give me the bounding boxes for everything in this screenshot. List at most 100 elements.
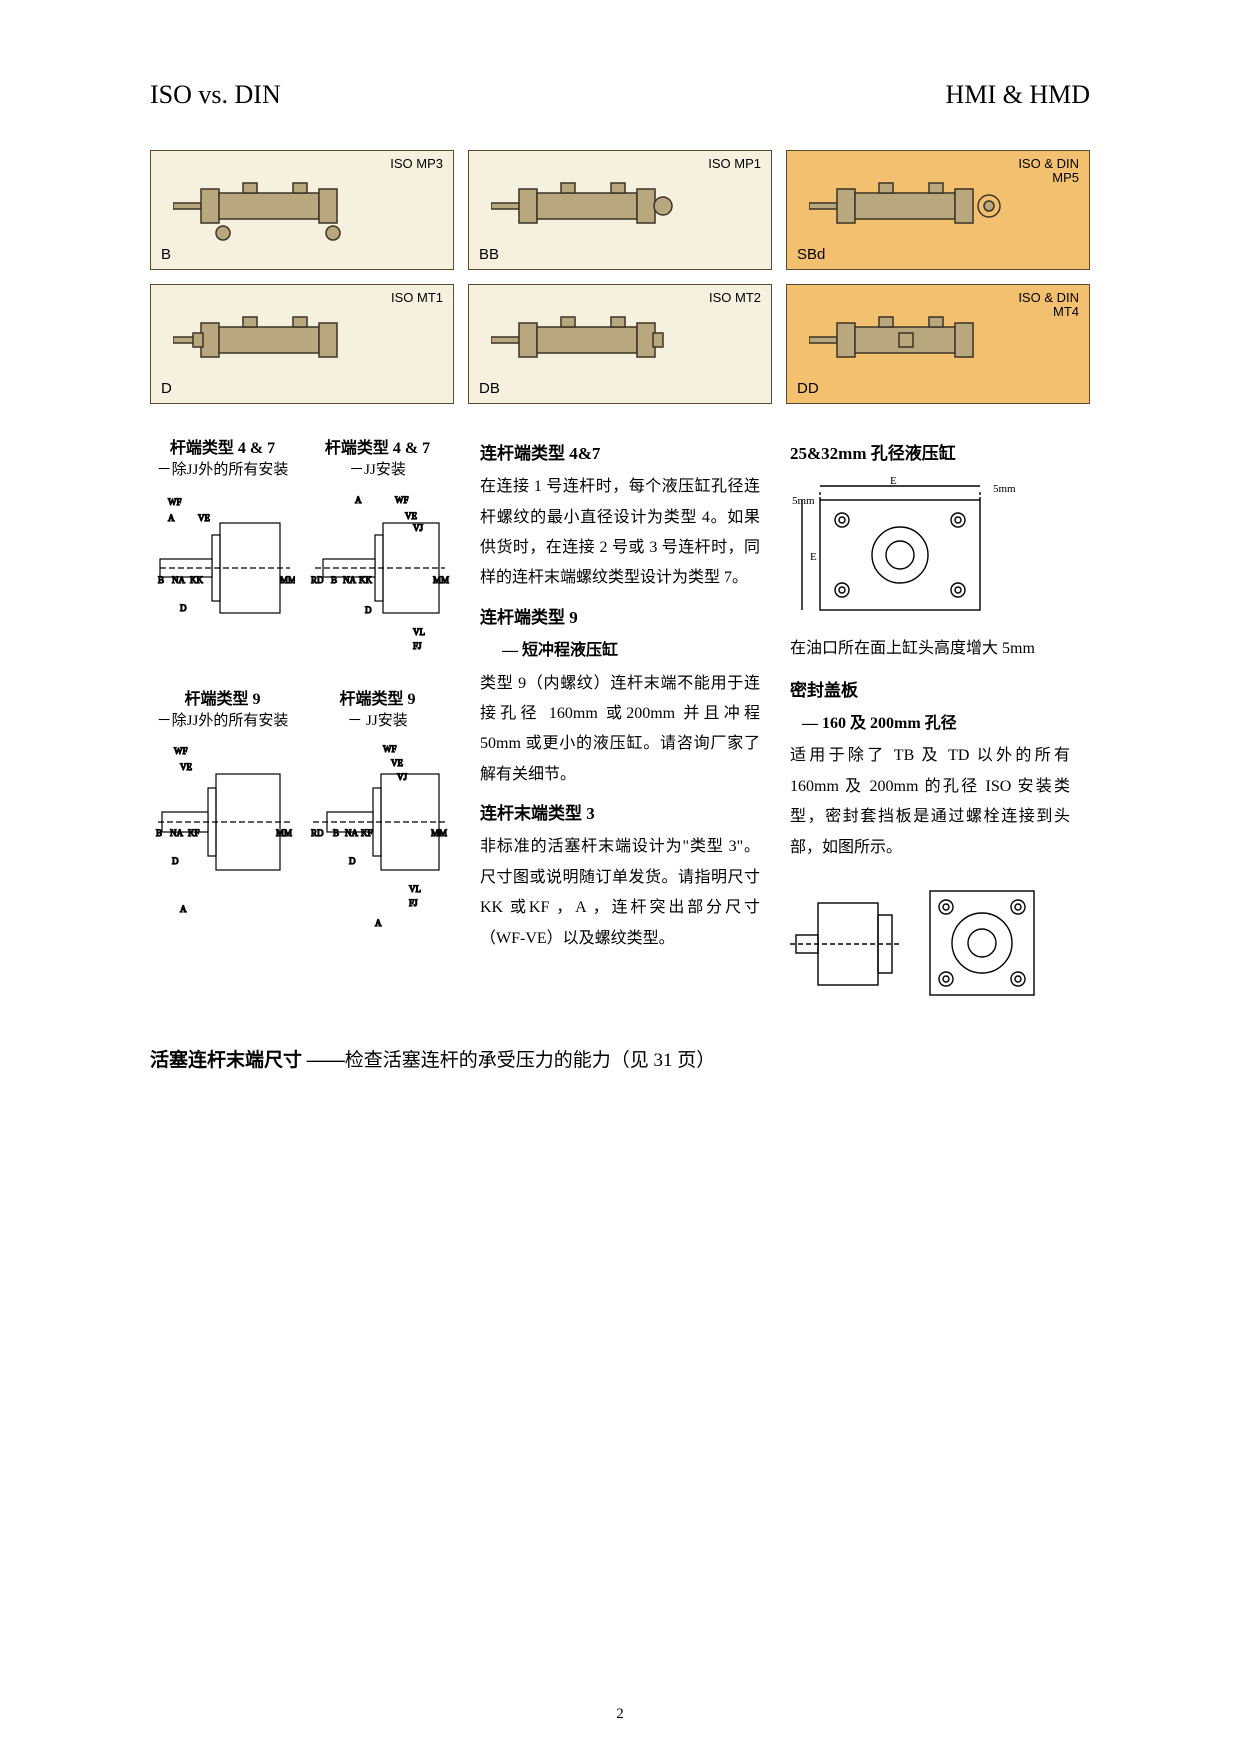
tech-drawing-icon: A WF VE VJ RD B NA KK MM D VL FJ bbox=[305, 485, 450, 655]
thumb-db: ISO MT2 DB bbox=[468, 284, 772, 404]
thumb-top-label: ISO MT1 bbox=[391, 291, 443, 305]
svg-text:WF: WF bbox=[168, 497, 182, 507]
svg-text:VE: VE bbox=[198, 513, 210, 523]
footer-bold: 活塞连杆末端尺寸 —— bbox=[150, 1050, 345, 1071]
svg-text:VL: VL bbox=[413, 627, 425, 637]
thumb-bottom-label: BB bbox=[479, 246, 499, 263]
svg-text:KK: KK bbox=[359, 575, 372, 585]
section-title: 密封盖板 bbox=[790, 675, 1070, 707]
svg-text:B: B bbox=[331, 575, 337, 585]
tech-drawing-icon: WF A VE B NA KK MM D bbox=[150, 485, 295, 655]
svg-text:VE: VE bbox=[405, 511, 417, 521]
svg-text:A: A bbox=[375, 918, 382, 928]
svg-text:VJ: VJ bbox=[397, 772, 407, 782]
cylinder-icon bbox=[491, 175, 721, 245]
svg-text:A: A bbox=[180, 904, 187, 914]
svg-text:NA: NA bbox=[343, 575, 356, 585]
cylinder-icon bbox=[809, 309, 1039, 379]
page-header: ISO vs. DIN HMI & HMD bbox=[150, 80, 1090, 110]
svg-text:B: B bbox=[156, 828, 162, 838]
tech-drawing-icon: WF VE VJ RD B NA KF MM D VL FJ A bbox=[305, 736, 450, 936]
svg-text:D: D bbox=[180, 603, 187, 613]
mid-section: 杆端类型 4 & 7 －除JJ外的所有安装 WF A VE B bbox=[150, 434, 1090, 1015]
cylinder-icon bbox=[173, 309, 403, 379]
svg-text:KF: KF bbox=[188, 828, 200, 838]
dim-label-e-b: E bbox=[810, 551, 817, 563]
section-body: 在油口所在面上缸头高度增大 5mm bbox=[790, 634, 1070, 664]
cylinder-icon bbox=[173, 175, 403, 245]
section-body: 非标准的活塞杆末端设计为"类型 3"。尺寸图或说明随订单发货。请指明尺寸 KK … bbox=[480, 832, 760, 954]
svg-text:KF: KF bbox=[361, 828, 373, 838]
thumb-d: ISO MT1 D bbox=[150, 284, 454, 404]
thumb-bottom-label: B bbox=[161, 246, 171, 263]
section-body: 在连接 1 号连杆时，每个液压缸孔径连杆螺纹的最小直径设计为类型 4。如果 供货… bbox=[480, 472, 760, 594]
diagram-title: 杆端类型 4 & 7 bbox=[305, 434, 450, 458]
svg-text:KK: KK bbox=[190, 575, 203, 585]
thumb-top-label: ISO MP3 bbox=[390, 157, 443, 171]
dim-label-e: E bbox=[890, 476, 897, 487]
rod-end-diagrams-column: 杆端类型 4 & 7 －除JJ外的所有安装 WF A VE B bbox=[150, 434, 450, 1015]
tech-drawing-icon: WF VE B NA KF MM D A bbox=[150, 736, 295, 926]
section-title: 25&32mm 孔径液压缸 bbox=[790, 438, 1070, 470]
section-body: 类型 9（内螺纹）连杆末端不能用于连接孔径 160mm 或200mm 并且冲程 … bbox=[480, 669, 760, 791]
svg-text:A: A bbox=[355, 495, 362, 505]
footer-note: 活塞连杆末端尺寸 ——检查活塞连杆的承受压力的能力（见 31 页） bbox=[150, 1045, 1090, 1072]
header-right: HMI & HMD bbox=[946, 80, 1090, 110]
thumb-sbd: ISO & DIN MP5 SBd bbox=[786, 150, 1090, 270]
svg-text:MM: MM bbox=[431, 828, 447, 838]
section-title: 连杆末端类型 3 bbox=[480, 798, 760, 830]
cylinder-icon bbox=[491, 309, 721, 379]
thumb-top-label: ISO MP1 bbox=[708, 157, 761, 171]
diagram-title: 杆端类型 9 bbox=[305, 685, 450, 709]
diagram-title: 杆端类型 4 & 7 bbox=[150, 434, 295, 458]
svg-text:D: D bbox=[349, 856, 356, 866]
svg-text:B: B bbox=[158, 575, 164, 585]
thumb-top-label: ISO MT2 bbox=[709, 291, 761, 305]
svg-text:VL: VL bbox=[409, 884, 421, 894]
thumb-bottom-label: DD bbox=[797, 380, 819, 397]
svg-text:VJ: VJ bbox=[413, 523, 423, 533]
thumb-bottom-label: SBd bbox=[797, 246, 825, 263]
diagram-47-all: 杆端类型 4 & 7 －除JJ外的所有安装 WF A VE B bbox=[150, 434, 295, 665]
dim-label-5mm: 5mm bbox=[993, 483, 1016, 495]
gland-diagram bbox=[790, 877, 1070, 1007]
page-number: 2 bbox=[616, 1706, 624, 1723]
thumb-bottom-label: DB bbox=[479, 380, 500, 397]
svg-text:MM: MM bbox=[280, 575, 295, 585]
header-left: ISO vs. DIN bbox=[150, 80, 281, 110]
thumb-top-label: ISO & DIN MT4 bbox=[1018, 291, 1079, 320]
svg-text:NA: NA bbox=[170, 828, 183, 838]
svg-text:RD: RD bbox=[311, 828, 324, 838]
svg-text:MM: MM bbox=[276, 828, 292, 838]
svg-text:VE: VE bbox=[180, 762, 192, 772]
thumb-bottom-label: D bbox=[161, 380, 172, 397]
svg-text:WF: WF bbox=[395, 495, 409, 505]
svg-text:MM: MM bbox=[433, 575, 449, 585]
bore-diagram: E 5mm 5mm E bbox=[790, 476, 1070, 626]
svg-text:D: D bbox=[172, 856, 179, 866]
thumb-bb: ISO MP1 BB bbox=[468, 150, 772, 270]
svg-text:VE: VE bbox=[391, 758, 403, 768]
section-title: 连杆端类型 4&7 bbox=[480, 438, 760, 470]
diagram-9-all: 杆端类型 9 －除JJ外的所有安装 WF VE B NA bbox=[150, 685, 295, 916]
svg-text:NA: NA bbox=[172, 575, 185, 585]
rod-end-text-column: 连杆端类型 4&7 在连接 1 号连杆时，每个液压缸孔径连杆螺纹的最小直径设计为… bbox=[480, 434, 760, 1015]
diagram-47-jj: 杆端类型 4 & 7 －JJ安装 A WF VE VJ bbox=[305, 434, 450, 665]
section-subtitle: — 短冲程液压缸 bbox=[502, 636, 760, 666]
diagram-subtitle: －JJ安装 bbox=[305, 458, 450, 479]
diagram-9-jj: 杆端类型 9 － JJ安装 WF VE VJ RD B bbox=[305, 685, 450, 916]
dim-label-5mm-b: 5mm bbox=[792, 495, 815, 507]
cylinder-icon bbox=[809, 175, 1039, 245]
section-title: 连杆端类型 9 bbox=[480, 602, 760, 634]
thumb-dd: ISO & DIN MT4 DD bbox=[786, 284, 1090, 404]
section-body: 适用于除了 TB 及 TD 以外的所有 160mm 及 200mm 的孔径 IS… bbox=[790, 741, 1070, 863]
svg-text:FJ: FJ bbox=[409, 898, 418, 908]
svg-text:FJ: FJ bbox=[413, 641, 422, 651]
thumb-top-label: ISO & DIN MP5 bbox=[1018, 157, 1079, 186]
svg-text:D: D bbox=[365, 605, 372, 615]
svg-text:B: B bbox=[333, 828, 339, 838]
diagram-subtitle: －除JJ外的所有安装 bbox=[150, 709, 295, 730]
thumbnail-grid: ISO MP3 B ISO MP1 BB bbox=[150, 150, 1090, 404]
svg-text:NA: NA bbox=[345, 828, 358, 838]
diagram-subtitle: －除JJ外的所有安装 bbox=[150, 458, 295, 479]
